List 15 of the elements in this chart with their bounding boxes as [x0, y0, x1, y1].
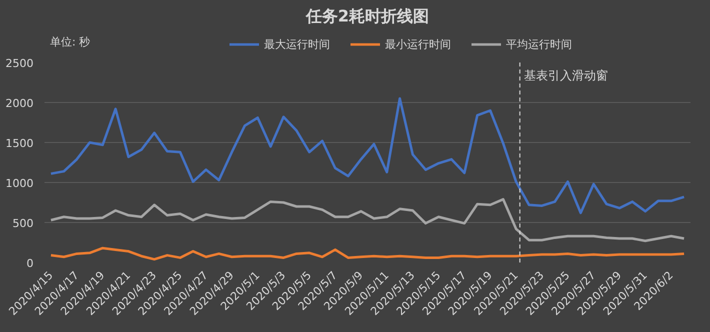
line-series [50, 198, 686, 242]
line-series [50, 97, 686, 214]
legend-label: 平均运行时间 [506, 36, 572, 52]
y-tick-label: 1000 [6, 177, 34, 190]
line-series [50, 246, 686, 261]
y-tick-label: 500 [12, 217, 34, 230]
chart-title: 任务2耗时折线图 [304, 6, 430, 26]
legend-label: 最大运行时间 [264, 36, 330, 52]
y-tick-label: 2000 [6, 97, 34, 110]
y-tick-label: 1500 [6, 137, 34, 150]
y-tick-label: 2500 [6, 57, 34, 70]
legend-label: 最小运行时间 [385, 36, 451, 52]
y-tick-label: 0 [26, 257, 34, 270]
text: 单位: 秒 [50, 36, 90, 48]
ref-line-label: 基表引入滑动窗 [524, 68, 608, 82]
